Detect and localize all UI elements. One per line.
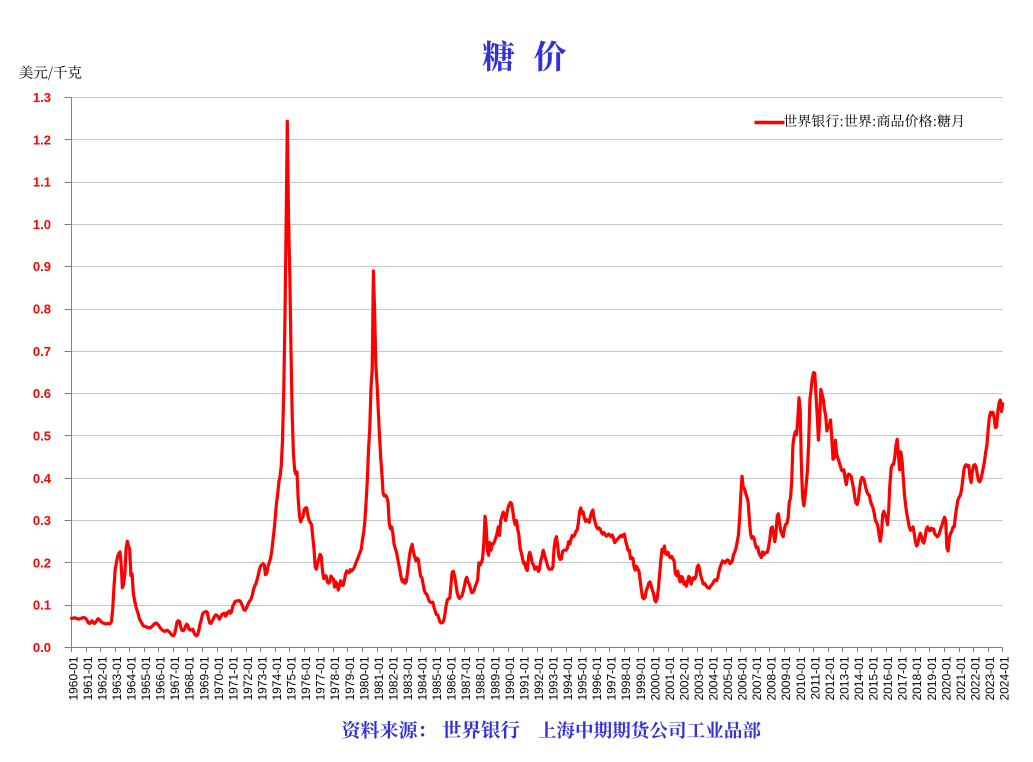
svg-text:1992-01: 1992-01 <box>532 656 546 700</box>
svg-text:1975-01: 1975-01 <box>285 656 299 700</box>
svg-text:2021-01: 2021-01 <box>954 656 968 700</box>
svg-text:2001-01: 2001-01 <box>663 656 677 700</box>
svg-text:1970-01: 1970-01 <box>212 656 226 700</box>
svg-text:2020-01: 2020-01 <box>939 656 953 700</box>
svg-text:2018-01: 2018-01 <box>910 656 924 700</box>
svg-text:1987-01: 1987-01 <box>459 656 473 700</box>
svg-text:1964-01: 1964-01 <box>125 656 139 700</box>
svg-text:2024-01: 2024-01 <box>998 656 1012 700</box>
svg-text:1989-01: 1989-01 <box>488 656 502 700</box>
svg-text:0.6: 0.6 <box>33 386 51 401</box>
svg-text:1960-01: 1960-01 <box>66 656 80 700</box>
svg-text:1982-01: 1982-01 <box>386 656 400 700</box>
svg-text:2011-01: 2011-01 <box>808 656 822 699</box>
svg-text:2006-01: 2006-01 <box>736 656 750 700</box>
svg-text:2002-01: 2002-01 <box>677 656 691 700</box>
svg-text:2004-01: 2004-01 <box>707 656 721 700</box>
svg-text:1969-01: 1969-01 <box>197 656 211 700</box>
svg-text:2003-01: 2003-01 <box>692 656 706 700</box>
svg-text:0.3: 0.3 <box>33 513 51 528</box>
svg-text:2007-01: 2007-01 <box>750 656 764 700</box>
svg-text:0.8: 0.8 <box>33 302 51 317</box>
svg-text:1991-01: 1991-01 <box>517 656 531 700</box>
svg-text:1999-01: 1999-01 <box>634 656 648 700</box>
svg-text:1988-01: 1988-01 <box>474 656 488 700</box>
svg-text:1980-01: 1980-01 <box>357 656 371 700</box>
svg-text:2000-01: 2000-01 <box>648 656 662 700</box>
svg-text:1973-01: 1973-01 <box>256 656 270 700</box>
svg-text:1963-01: 1963-01 <box>110 656 124 700</box>
svg-text:1990-01: 1990-01 <box>503 656 517 700</box>
svg-text:1993-01: 1993-01 <box>547 656 561 700</box>
svg-text:2015-01: 2015-01 <box>867 656 881 700</box>
svg-text:2012-01: 2012-01 <box>823 656 837 700</box>
svg-text:2008-01: 2008-01 <box>765 656 779 700</box>
svg-text:0.7: 0.7 <box>33 344 51 359</box>
svg-text:1998-01: 1998-01 <box>619 656 633 700</box>
svg-text:1.0: 1.0 <box>33 217 51 232</box>
svg-text:1968-01: 1968-01 <box>183 656 197 700</box>
svg-text:1977-01: 1977-01 <box>314 656 328 700</box>
svg-text:1994-01: 1994-01 <box>561 656 575 700</box>
svg-text:1.1: 1.1 <box>33 175 51 190</box>
svg-text:0.2: 0.2 <box>33 555 51 570</box>
svg-text:2014-01: 2014-01 <box>852 656 866 700</box>
svg-text:1979-01: 1979-01 <box>343 656 357 700</box>
svg-text:1965-01: 1965-01 <box>139 656 153 700</box>
svg-text:1984-01: 1984-01 <box>416 656 430 700</box>
svg-text:1981-01: 1981-01 <box>372 656 386 700</box>
svg-text:0.1: 0.1 <box>33 598 51 613</box>
svg-text:2022-01: 2022-01 <box>968 656 982 700</box>
svg-text:2010-01: 2010-01 <box>794 656 808 700</box>
svg-text:1974-01: 1974-01 <box>270 656 284 700</box>
svg-text:1972-01: 1972-01 <box>241 656 255 700</box>
svg-text:2013-01: 2013-01 <box>838 656 852 700</box>
svg-text:2023-01: 2023-01 <box>983 656 997 700</box>
svg-text:1971-01: 1971-01 <box>226 656 240 700</box>
svg-text:2009-01: 2009-01 <box>779 656 793 700</box>
svg-text:2019-01: 2019-01 <box>925 656 939 700</box>
svg-text:1967-01: 1967-01 <box>168 656 182 700</box>
svg-text:1.2: 1.2 <box>33 132 51 147</box>
svg-text:0.9: 0.9 <box>33 259 51 274</box>
svg-text:1966-01: 1966-01 <box>154 656 168 700</box>
svg-text:1996-01: 1996-01 <box>590 656 604 700</box>
svg-text:1.3: 1.3 <box>33 90 51 105</box>
svg-text:2016-01: 2016-01 <box>881 656 895 700</box>
svg-text:1962-01: 1962-01 <box>95 656 109 700</box>
svg-text:2017-01: 2017-01 <box>896 656 910 700</box>
svg-text:1985-01: 1985-01 <box>430 656 444 700</box>
svg-text:1976-01: 1976-01 <box>299 656 313 700</box>
svg-text:1983-01: 1983-01 <box>401 656 415 700</box>
svg-text:1995-01: 1995-01 <box>576 656 590 700</box>
svg-text:0.0: 0.0 <box>33 640 51 655</box>
svg-text:0.5: 0.5 <box>33 429 51 444</box>
svg-text:1978-01: 1978-01 <box>328 656 342 700</box>
svg-text:1997-01: 1997-01 <box>605 656 619 700</box>
svg-text:2005-01: 2005-01 <box>721 656 735 700</box>
svg-text:1961-01: 1961-01 <box>81 656 95 700</box>
svg-text:0.4: 0.4 <box>33 471 52 486</box>
svg-text:1986-01: 1986-01 <box>445 656 459 700</box>
